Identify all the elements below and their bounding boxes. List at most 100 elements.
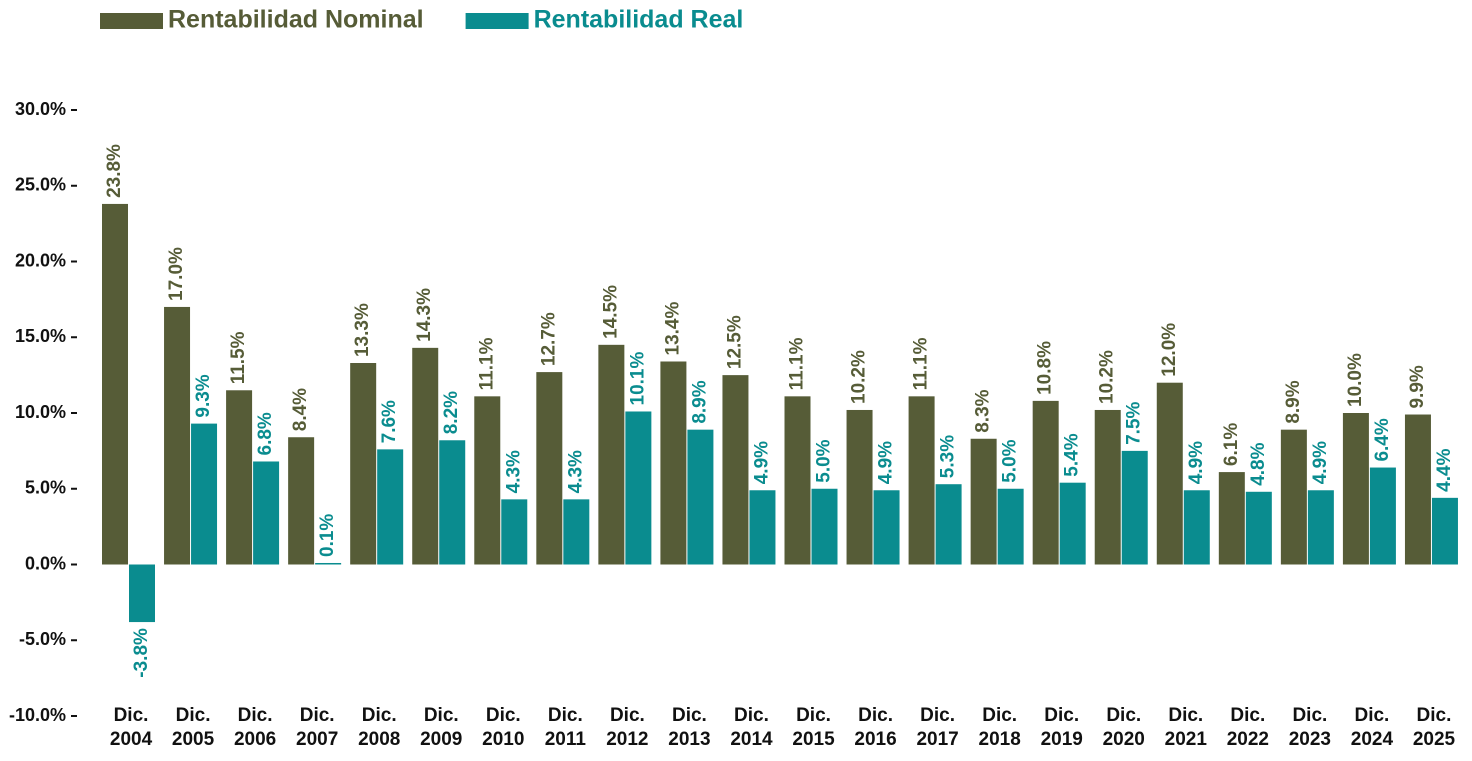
value-label: 5.3% (938, 435, 959, 478)
bar (315, 562, 342, 565)
bar (1431, 497, 1458, 565)
x-tick-label: Dic. 2013 (668, 705, 711, 750)
y-tick-label: 25.0% (15, 175, 66, 195)
value-label: 0.1% (317, 514, 338, 557)
bar (563, 499, 590, 565)
bar (501, 499, 528, 565)
x-tick-label: Dic. 2010 (482, 705, 525, 750)
bar (102, 203, 128, 565)
x-tick-label: Dic. 2024 (1350, 705, 1394, 750)
bar (687, 429, 714, 565)
value-label: 17.0% (166, 247, 187, 301)
value-label: 8.4% (290, 388, 311, 431)
bar (873, 490, 900, 565)
value-label: 8.9% (689, 380, 710, 423)
value-label: 11.1% (476, 337, 497, 390)
value-label: 12.7% (538, 312, 559, 366)
x-tick-label: Dic. 2012 (606, 705, 649, 750)
value-label: 5.0% (814, 439, 835, 482)
y-tick-label: 30.0% (15, 99, 66, 119)
value-label: 8.9% (1283, 380, 1304, 423)
value-label: 11.1% (787, 337, 808, 390)
x-tick-label: Dic. 2005 (171, 705, 215, 750)
bar (412, 347, 439, 565)
x-tick-label: Dic. 2007 (296, 705, 339, 750)
y-tick-label: 10.0% (15, 402, 66, 422)
value-label: 8.3% (973, 389, 994, 432)
bar (164, 306, 191, 565)
bar (1307, 490, 1334, 565)
value-label: 7.6% (379, 400, 400, 443)
legend-swatch (465, 13, 529, 29)
value-label: 11.5% (228, 331, 249, 384)
bar (191, 423, 218, 565)
value-label: 14.3% (414, 288, 435, 342)
x-tick-label: Dic. 2022 (1226, 705, 1269, 750)
value-label: 10.2% (849, 350, 870, 404)
value-label: 5.4% (1062, 433, 1083, 476)
bar (1280, 429, 1307, 565)
x-tick-label: Dic. 2021 (1164, 705, 1207, 750)
x-tick-label: Dic. 2018 (978, 705, 1021, 750)
value-label: 12.0% (1159, 323, 1180, 377)
x-tick-label: Dic. 2016 (854, 705, 897, 750)
bar (970, 438, 997, 565)
bar (226, 390, 253, 565)
bar (784, 396, 811, 565)
x-tick-label: Dic. 2023 (1288, 705, 1332, 750)
y-tick-label: -10.0% (9, 705, 66, 725)
bar (1404, 414, 1431, 565)
x-tick-label: Dic. 2014 (730, 705, 773, 750)
bar (846, 409, 873, 565)
value-label: 5.0% (1000, 439, 1021, 482)
bar (1342, 413, 1369, 565)
bar (1183, 490, 1210, 565)
bar (935, 484, 962, 565)
legend-label: Rentabilidad Nominal (168, 6, 424, 34)
value-label: 11.1% (911, 337, 932, 390)
bar (536, 372, 563, 565)
value-label: 10.2% (1097, 350, 1118, 404)
value-label: 13.3% (352, 303, 373, 357)
y-tick-label: 20.0% (15, 250, 66, 270)
value-label: 8.2% (441, 391, 462, 434)
value-label: 4.8% (1248, 442, 1269, 485)
bar (1218, 472, 1245, 565)
legend-label: Rentabilidad Real (534, 6, 744, 34)
bar (908, 396, 935, 565)
bar (1245, 491, 1272, 565)
bar (288, 437, 315, 565)
x-tick-label: Dic. 2017 (916, 705, 959, 750)
value-label: 14.5% (600, 285, 621, 339)
x-tick-label: Dic. 2011 (544, 705, 586, 750)
bar (377, 449, 404, 565)
bar (1156, 382, 1183, 565)
value-label: 4.9% (1310, 441, 1331, 484)
bar (749, 490, 776, 565)
value-label: 4.9% (751, 441, 772, 484)
value-label: 7.5% (1124, 401, 1145, 444)
bar (1094, 409, 1121, 565)
x-tick-label: Dic. 2025 (1412, 705, 1456, 750)
value-label: 9.3% (193, 374, 214, 417)
value-label: 10.0% (1345, 353, 1366, 407)
value-label: 13.4% (662, 302, 683, 356)
bar (474, 396, 501, 565)
bar (1121, 450, 1148, 565)
y-tick-label: 15.0% (15, 326, 66, 346)
value-label: 10.1% (627, 352, 648, 406)
value-label: 4.4% (1434, 448, 1455, 491)
bar (997, 488, 1024, 565)
y-tick-label: 5.0% (25, 478, 66, 498)
x-tick-label: Dic. 2004 (109, 705, 153, 750)
value-label: -3.8% (131, 628, 152, 678)
value-label: 12.5% (724, 315, 745, 369)
value-label: 9.9% (1407, 365, 1428, 408)
bar (598, 344, 625, 565)
bar (129, 564, 155, 623)
x-tick-label: Dic. 2019 (1040, 705, 1083, 750)
value-label: 6.4% (1372, 418, 1393, 461)
bar (811, 488, 838, 565)
